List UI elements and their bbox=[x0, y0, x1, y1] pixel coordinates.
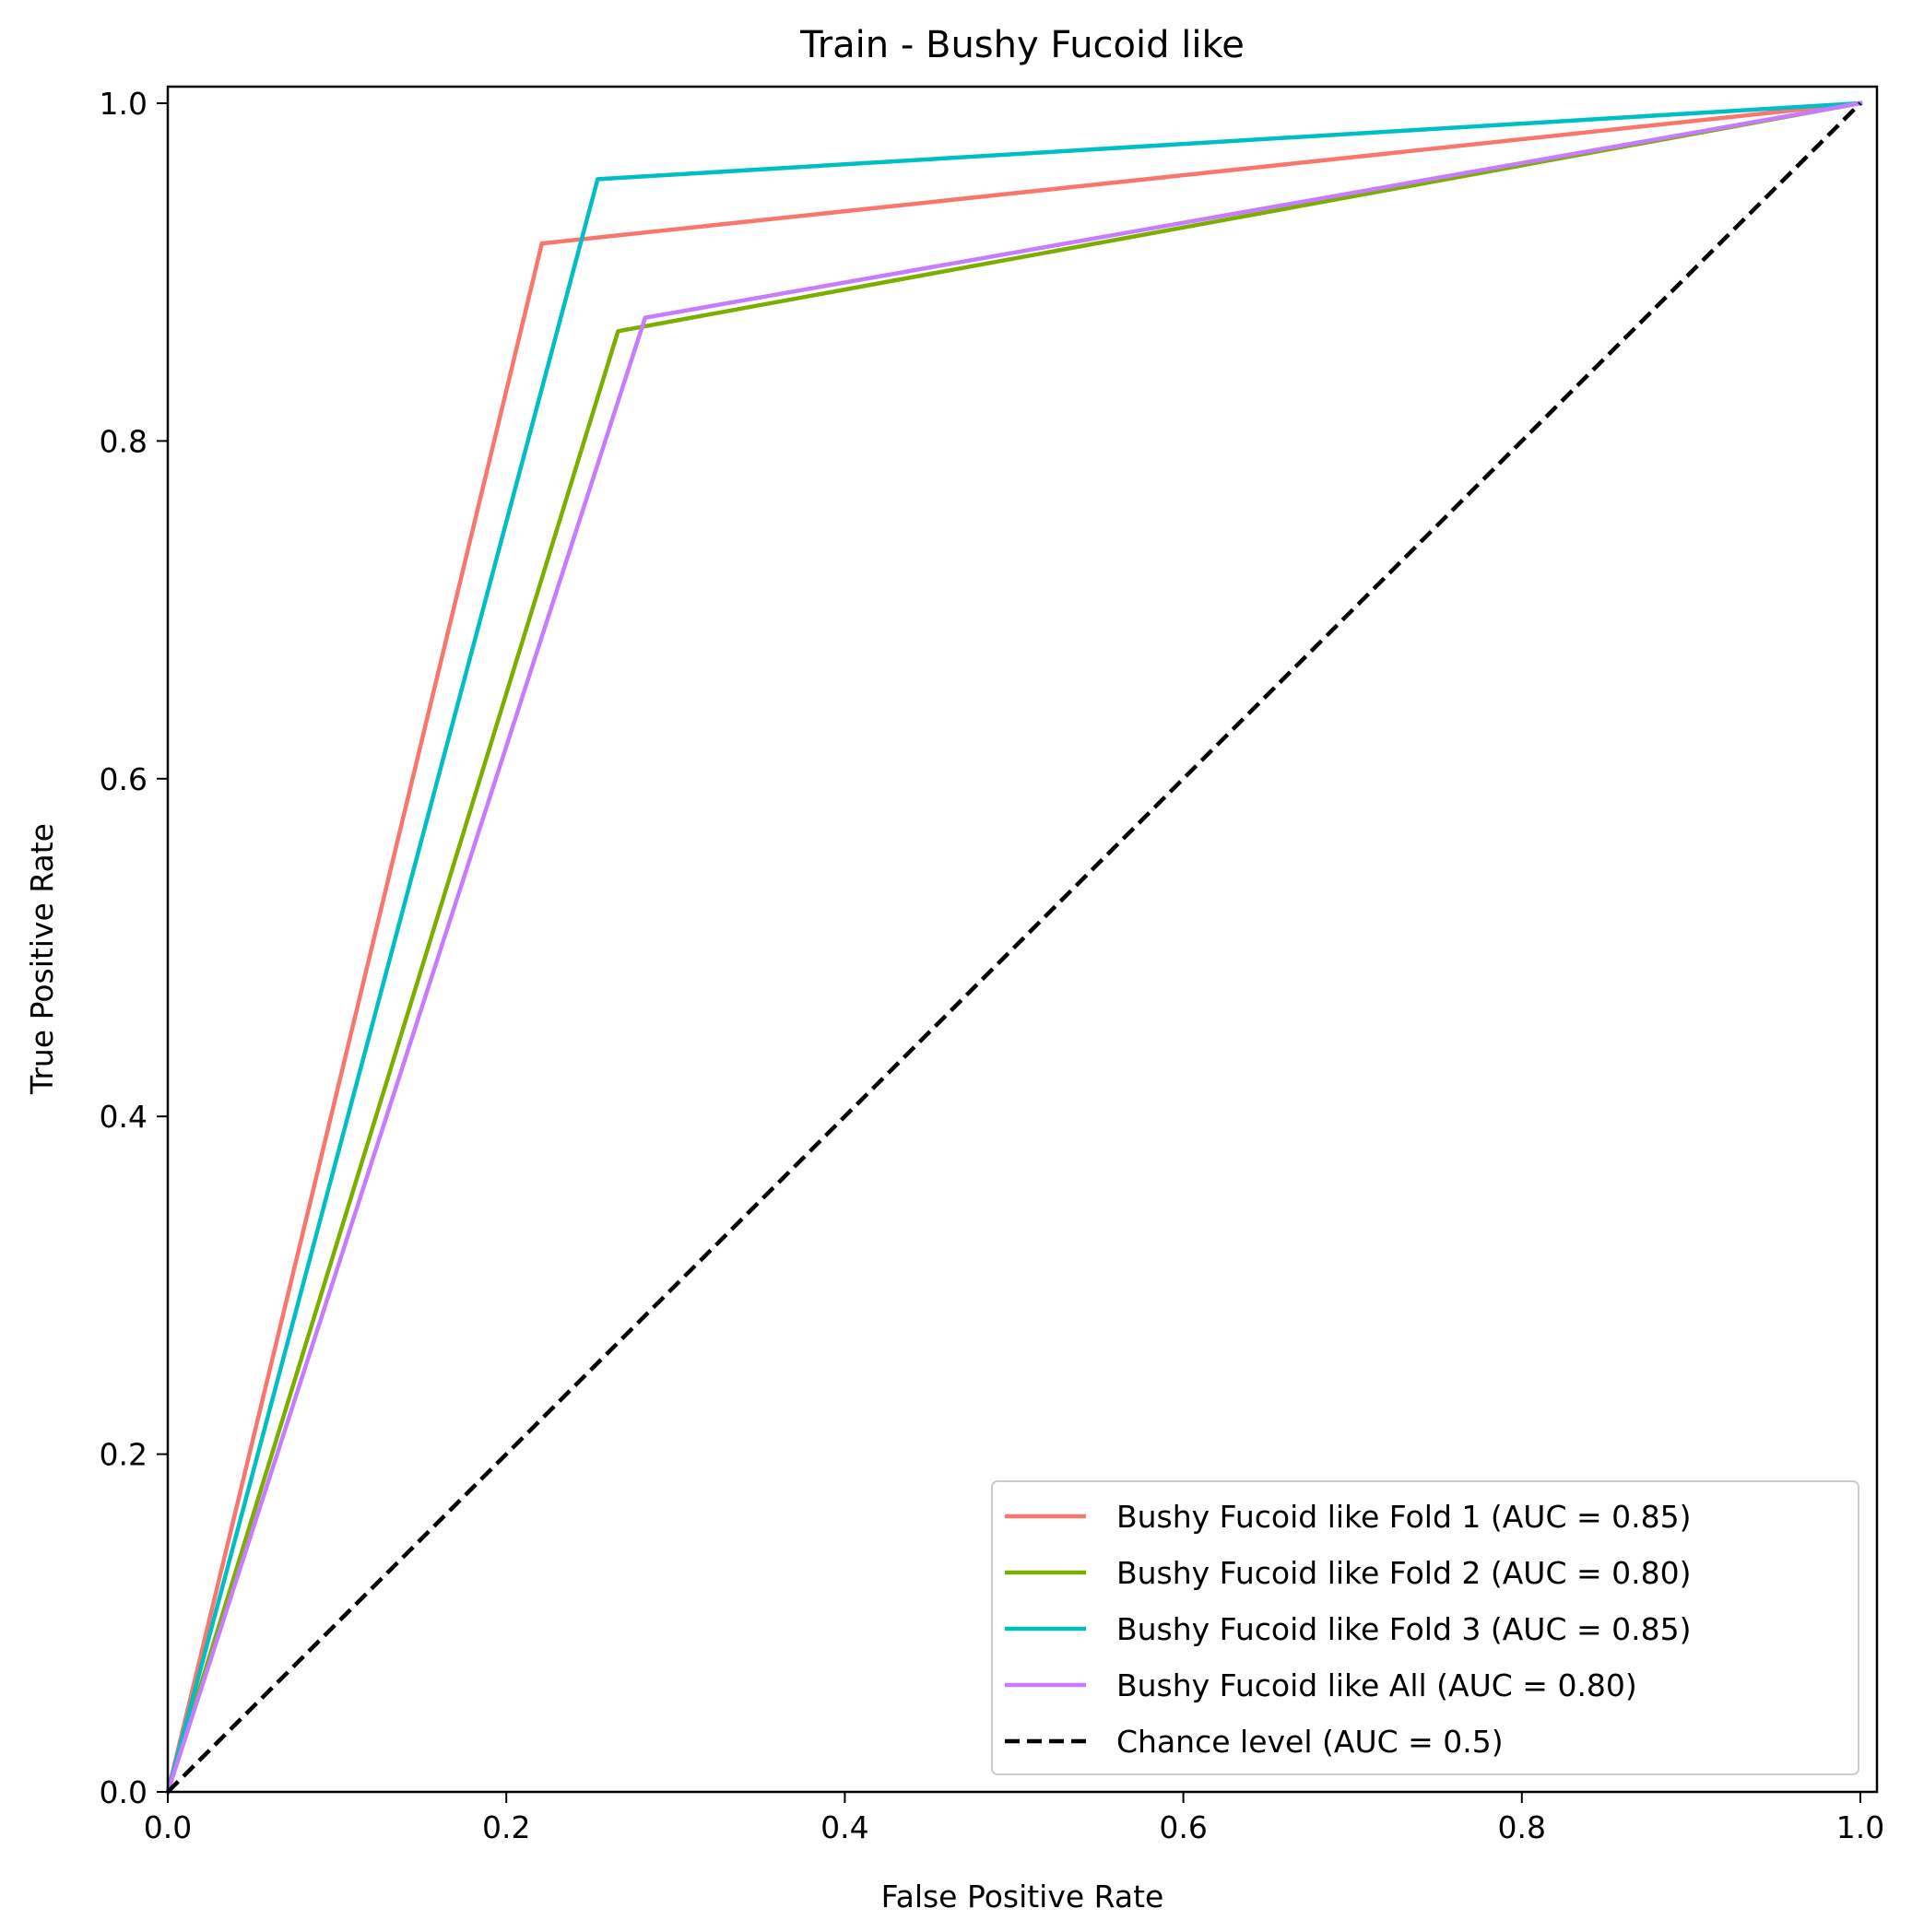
plot-area bbox=[165, 85, 1879, 1795]
x-tick-label: 0.0 bbox=[144, 1809, 192, 1845]
legend-label-3: Bushy Fucoid like Fold 3 (AUC = 0.85) bbox=[1116, 1611, 1692, 1647]
y-axis-label: True Positive Rate bbox=[24, 823, 60, 1095]
y-axis-ticks: 0.0 0.2 0.4 0.6 0.8 1.0 bbox=[100, 86, 168, 1810]
x-tick-label: 0.8 bbox=[1498, 1809, 1546, 1845]
y-tick-label: 1.0 bbox=[100, 86, 148, 122]
x-tick-label: 0.4 bbox=[820, 1809, 868, 1845]
legend-label-5: Chance level (AUC = 0.5) bbox=[1116, 1724, 1504, 1760]
legend-label-4: Bushy Fucoid like All (AUC = 0.80) bbox=[1116, 1667, 1637, 1703]
roc-series-line-1 bbox=[165, 100, 1863, 1795]
y-tick-label: 0.0 bbox=[100, 1774, 148, 1810]
legend: Bushy Fucoid like Fold 1 (AUC = 0.85) Bus… bbox=[991, 1480, 1859, 1775]
y-tick-label: 0.2 bbox=[100, 1437, 148, 1473]
roc-series-line-3 bbox=[165, 100, 1863, 1795]
x-axis-label: False Positive Rate bbox=[881, 1879, 1164, 1914]
legend-box bbox=[991, 1480, 1859, 1775]
legend-label-2: Bushy Fucoid like Fold 2 (AUC = 0.80) bbox=[1116, 1555, 1692, 1591]
roc-series-line-2 bbox=[165, 100, 1863, 1795]
y-tick-label: 0.8 bbox=[100, 423, 148, 459]
x-tick-label: 0.2 bbox=[482, 1809, 530, 1845]
axes-frame bbox=[166, 85, 1879, 1794]
x-tick-label: 1.0 bbox=[1836, 1809, 1884, 1845]
roc-series-line-4 bbox=[165, 100, 1863, 1795]
x-tick-label: 0.6 bbox=[1159, 1809, 1207, 1845]
y-tick-label: 0.6 bbox=[100, 761, 148, 797]
y-tick-label: 0.4 bbox=[100, 1099, 148, 1135]
legend-label-1: Bushy Fucoid like Fold 1 (AUC = 0.85) bbox=[1116, 1499, 1692, 1535]
x-axis-ticks: 0.0 0.2 0.4 0.6 0.8 1.0 bbox=[144, 1792, 1884, 1845]
chart-title: Train - Bushy Fucoid like bbox=[799, 24, 1245, 66]
chance-level-line bbox=[166, 101, 1862, 1794]
